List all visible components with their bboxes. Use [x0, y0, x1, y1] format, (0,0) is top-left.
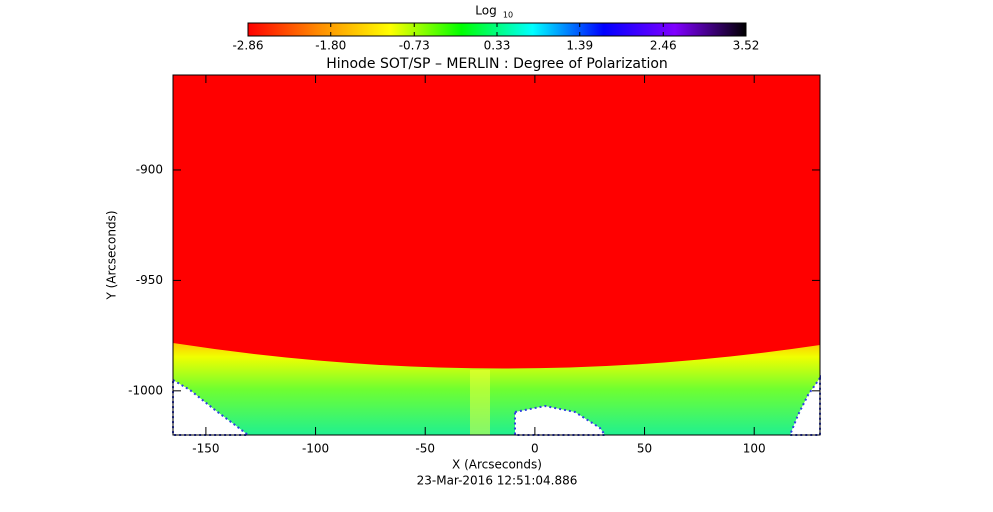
image-gap	[788, 374, 821, 436]
colorbar-tick-label: 2.46	[650, 39, 677, 53]
colorbar-tick-label: -1.80	[315, 39, 346, 53]
y-tick-label: -1000	[128, 383, 163, 397]
plot-frame	[172, 74, 821, 436]
annotation: 23-Mar-2016 12:51:04.886	[417, 474, 578, 488]
image-gap	[172, 378, 251, 436]
x-tick-label: -150	[192, 442, 219, 456]
y-tick-label: -950	[136, 273, 163, 287]
x-tick-label: -50	[415, 442, 435, 456]
colorbar-label-sub: 10	[503, 11, 513, 20]
image	[172, 75, 821, 436]
x-tick-label: -100	[302, 442, 329, 456]
colorbar-tick-label: 3.52	[733, 39, 760, 53]
x-axis-label: X (Arcseconds)	[452, 458, 542, 472]
chart-title: Hinode SOT/SP – MERLIN : Degree of Polar…	[326, 56, 668, 72]
image-stripe	[470, 370, 490, 435]
y-tick-label: -900	[136, 162, 163, 176]
x-tick-label: 100	[743, 442, 766, 456]
y-axis-label: Y (Arcseconds)	[105, 210, 119, 300]
colorbar-tick-label: -0.73	[399, 39, 430, 53]
x-tick-label: 0	[531, 442, 539, 456]
colorbar-label: Log	[475, 4, 496, 18]
image-limb	[173, 343, 820, 435]
colorbar-tick-label: 0.33	[484, 39, 511, 53]
colorbar-tick-label: 1.39	[566, 39, 593, 53]
colorbar-tick-label: -2.86	[232, 39, 263, 53]
x-tick-label: 50	[637, 442, 652, 456]
image-gap	[514, 404, 607, 436]
